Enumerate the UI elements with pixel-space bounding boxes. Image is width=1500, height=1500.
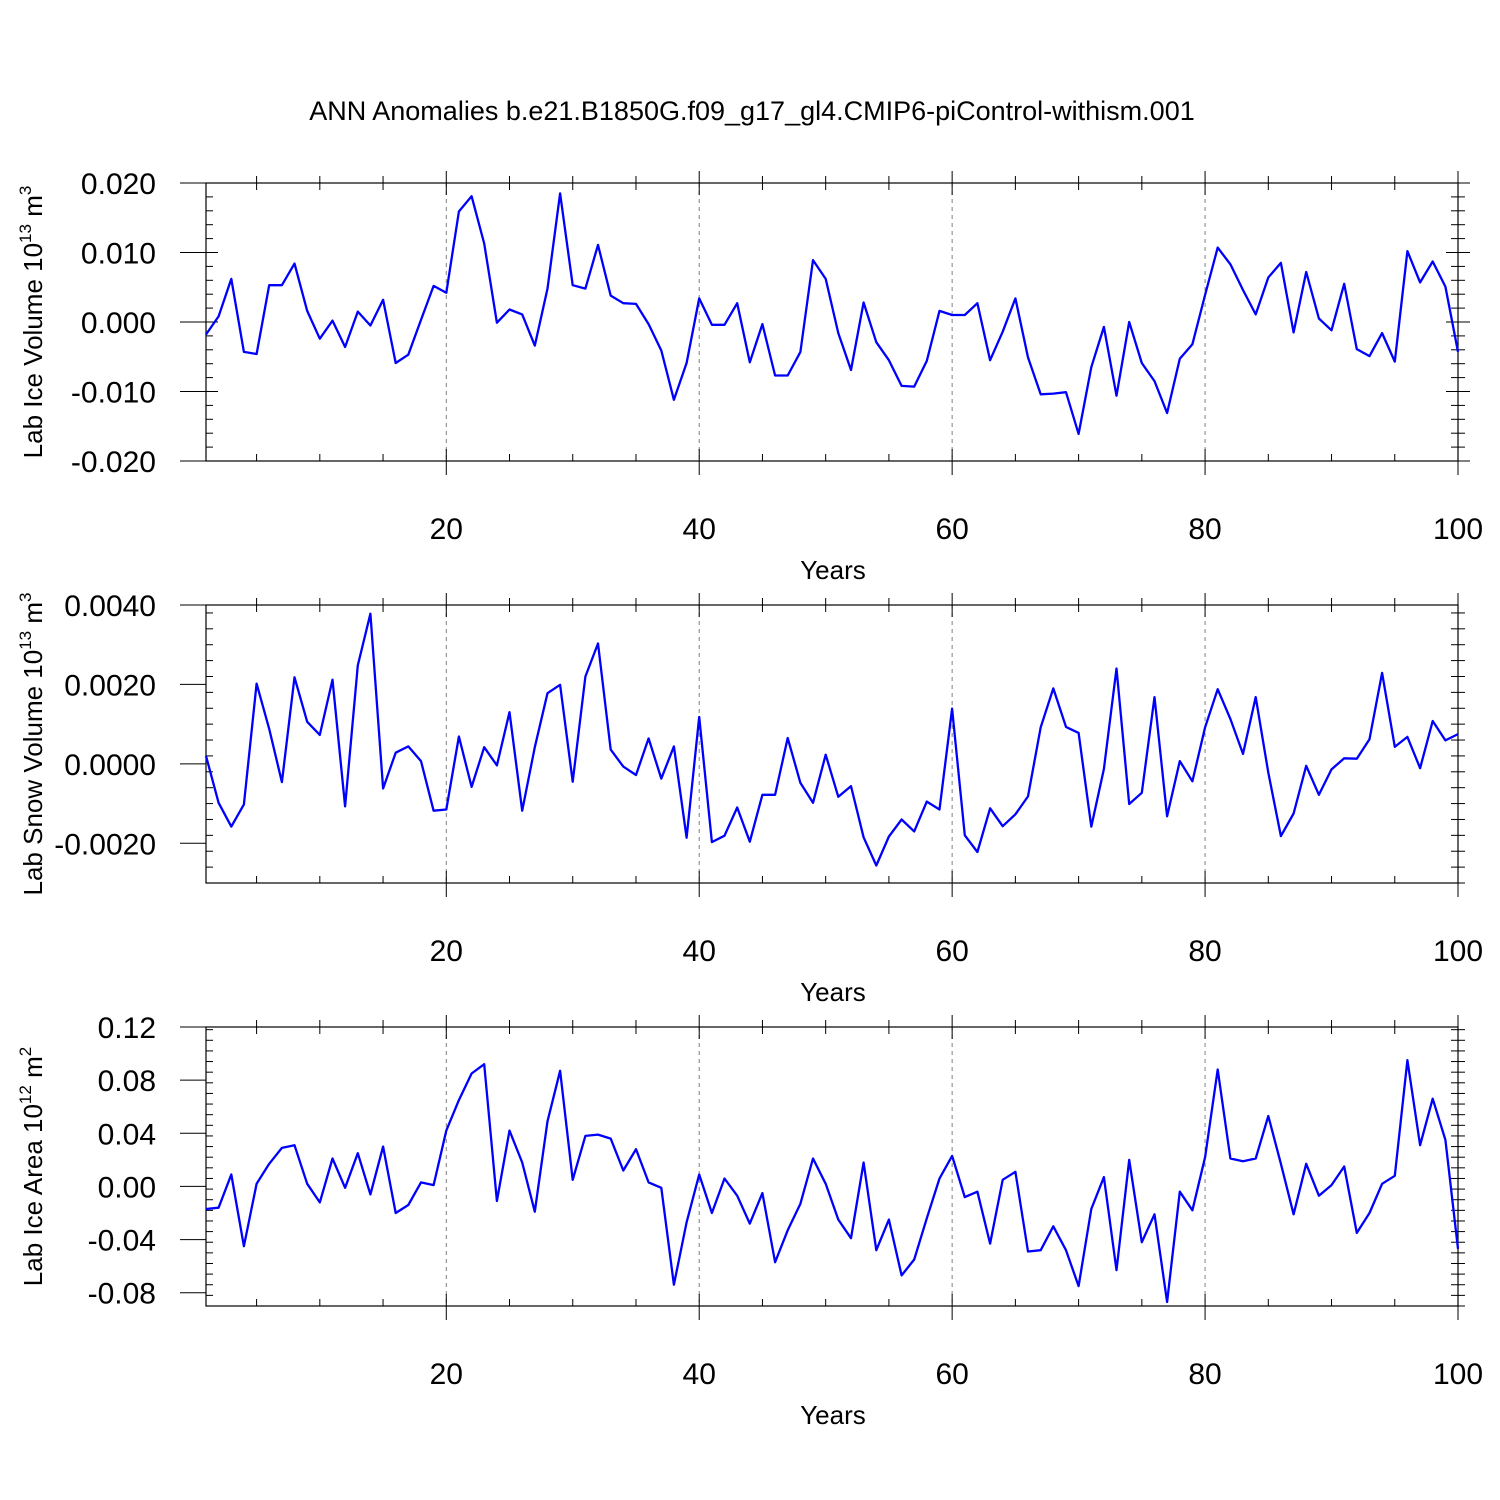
x-axis-title: Years bbox=[800, 977, 866, 1007]
x-tick-label: 20 bbox=[430, 1358, 463, 1391]
x-tick-label: 20 bbox=[430, 513, 463, 546]
series-line bbox=[204, 612, 1459, 867]
panels: -0.020 -0.010 0.000 0.010 0.020 20 40 60 80 100 Ye… bbox=[16, 168, 1483, 1430]
panel-2: -0.0020 0.0000 0.0020 0.0040 20 40 60 80 100 Year… bbox=[16, 590, 1483, 1007]
x-tick-label: 60 bbox=[935, 513, 968, 546]
y-tick-label: 0.020 bbox=[81, 168, 156, 201]
y-tick-label: 0.00 bbox=[98, 1171, 156, 1204]
panel-3: -0.08 -0.04 0.00 0.04 0.08 0.12 20 40 60 80 100 Yea… bbox=[16, 1012, 1483, 1430]
y-tick-label: -0.04 bbox=[88, 1225, 156, 1258]
x-tick-label: 40 bbox=[683, 513, 716, 546]
y-tick-label: 0.12 bbox=[98, 1012, 156, 1045]
x-tick-label: 60 bbox=[935, 1358, 968, 1391]
x-tick-label: 80 bbox=[1188, 513, 1221, 546]
x-tick-label: 100 bbox=[1433, 1358, 1483, 1391]
y-tick-label: 0.0000 bbox=[64, 749, 156, 782]
x-tick-label: 100 bbox=[1433, 935, 1483, 968]
y-axis-title: Lab Ice Volume 1013 m3 bbox=[16, 186, 48, 459]
plot-frame bbox=[205, 604, 1459, 884]
panel-1: -0.020 -0.010 0.000 0.010 0.020 20 40 60 80 100 Ye… bbox=[16, 168, 1483, 585]
y-tick-label: -0.08 bbox=[88, 1278, 156, 1311]
x-axis-title: Years bbox=[800, 1400, 866, 1430]
y-axis-title: Lab Ice Area 1012 m2 bbox=[16, 1047, 48, 1286]
x-tick-label: 100 bbox=[1433, 513, 1483, 546]
y-tick-label: 0.04 bbox=[98, 1118, 156, 1151]
y-tick-label: 0.08 bbox=[98, 1065, 156, 1098]
x-tick-label: 60 bbox=[935, 935, 968, 968]
y-tick-label: 0.010 bbox=[81, 238, 156, 271]
series-line bbox=[205, 192, 1460, 436]
x-tick-label: 40 bbox=[683, 1358, 716, 1391]
x-axis-title: Years bbox=[800, 555, 866, 585]
x-tick-label: 20 bbox=[430, 935, 463, 968]
plot-frame bbox=[205, 182, 1459, 462]
x-tick-label: 80 bbox=[1188, 1358, 1221, 1391]
y-tick-label: 0.0040 bbox=[64, 590, 156, 623]
x-tick-label: 40 bbox=[683, 935, 716, 968]
y-tick-label: -0.010 bbox=[71, 377, 156, 410]
figure-title: ANN Anomalies b.e21.B1850G.f09_g17_gl4.C… bbox=[309, 96, 1194, 126]
x-tick-label: 80 bbox=[1188, 935, 1221, 968]
y-tick-label: -0.0020 bbox=[54, 828, 156, 861]
plot-frame bbox=[205, 1026, 1459, 1307]
y-tick-label: 0.0020 bbox=[64, 669, 156, 702]
y-tick-label: 0.000 bbox=[81, 307, 156, 340]
series-line bbox=[205, 1059, 1460, 1304]
y-axis-title: Lab Snow Volume 1013 m3 bbox=[16, 592, 48, 895]
y-tick-label: -0.020 bbox=[71, 446, 156, 479]
